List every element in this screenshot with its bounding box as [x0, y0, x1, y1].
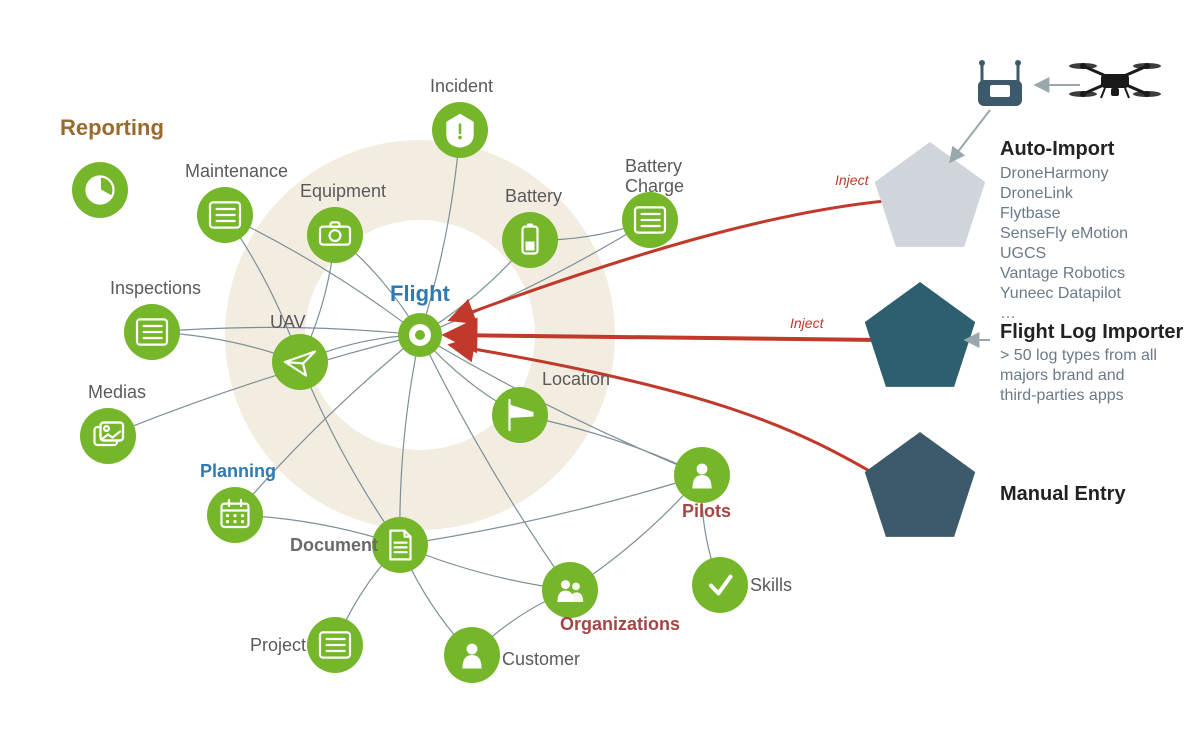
node-organizations: Organizations: [542, 562, 680, 634]
controller-icon: [978, 60, 1022, 106]
piechart-icon: [87, 177, 114, 204]
auto-list-item-0: DroneHarmony: [1000, 165, 1108, 182]
node-pilots: Pilots: [674, 447, 731, 521]
importer-desc-2: third-parties apps: [1000, 387, 1124, 404]
node-incident: Incident: [430, 76, 493, 158]
inject-label-import: Inject: [790, 315, 825, 331]
label-incident: Incident: [430, 76, 493, 96]
reporting-heading: Reporting: [60, 115, 164, 140]
node-skills: Skills: [692, 557, 792, 613]
auto-list-item-7: …: [1000, 305, 1016, 322]
shield-alert-icon: [447, 115, 472, 147]
node-customer: Customer: [444, 627, 580, 683]
drone-icon: [1069, 63, 1161, 98]
label-medias: Medias: [88, 382, 146, 402]
reporting-node: [72, 162, 128, 218]
label-planning: Planning: [200, 461, 276, 481]
node-medias: Medias: [80, 382, 146, 464]
importer-desc-1: majors brand and: [1000, 367, 1125, 384]
pentagon-auto: [875, 142, 985, 247]
auto-list-item-2: Flytbase: [1000, 205, 1061, 222]
label-organizations: Organizations: [560, 614, 680, 634]
node-planning: Planning: [200, 461, 276, 543]
label-maintenance: Maintenance: [185, 161, 288, 181]
label-pilots: Pilots: [682, 501, 731, 521]
importer-desc-0: > 50 log types from all: [1000, 347, 1157, 364]
label-equipment: Equipment: [300, 181, 386, 201]
auto-import-heading: Auto-Import: [1000, 138, 1115, 160]
pentagon-importer: [865, 282, 975, 387]
label-customer: Customer: [502, 649, 580, 669]
label-document: Document: [290, 535, 378, 555]
auto-list-item-3: SenseFly eMotion: [1000, 225, 1128, 242]
node-project: Project: [250, 617, 363, 673]
label-skills: Skills: [750, 575, 792, 595]
arrow-controller-auto: [950, 110, 990, 162]
label-location: Location: [542, 369, 610, 389]
node-battery: Battery: [502, 186, 562, 268]
node-inspections: Inspections: [110, 278, 201, 360]
auto-list-item-6: Yuneec Datapilot: [1000, 285, 1122, 302]
node-batterycharge: BatteryCharge: [622, 156, 684, 248]
label-battery: Battery: [505, 186, 562, 206]
flight-log-importer-heading: Flight Log Importer: [1000, 321, 1184, 343]
pentagon-manual: [865, 432, 975, 537]
auto-list-item-4: UGCS: [1000, 245, 1046, 262]
auto-list-item-1: DroneLink: [1000, 185, 1074, 202]
inject-label-auto: Inject: [835, 172, 870, 188]
manual-entry-heading: Manual Entry: [1000, 483, 1126, 505]
label-uav: UAV: [270, 312, 306, 332]
flight-label: Flight: [390, 281, 451, 306]
auto-list-item-5: Vantage Robotics: [1000, 265, 1125, 282]
label-project: Project: [250, 635, 306, 655]
label-batterycharge-1: Battery: [625, 156, 682, 176]
node-document: Document: [290, 517, 428, 573]
label-inspections: Inspections: [110, 278, 201, 298]
label-batterycharge-2: Charge: [625, 176, 684, 196]
